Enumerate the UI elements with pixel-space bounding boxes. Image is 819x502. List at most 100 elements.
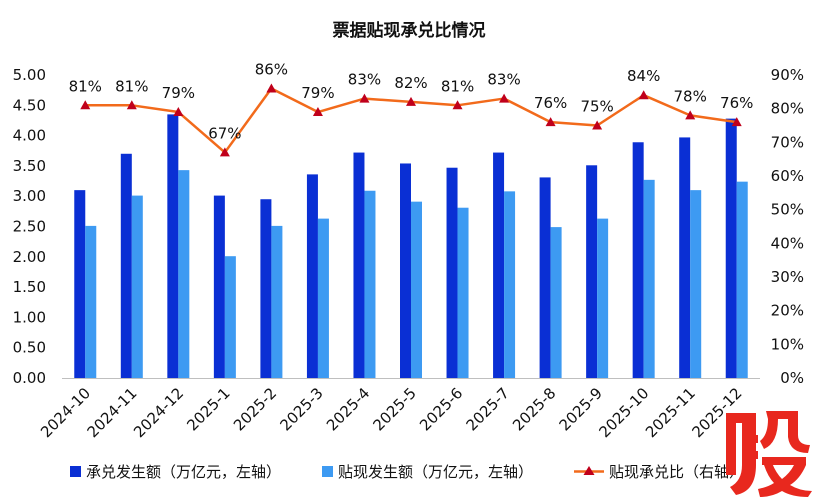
ratio-marker <box>545 117 556 127</box>
legend-marker-ratio <box>583 466 595 475</box>
right-axis-tick-label: 70% <box>771 133 804 151</box>
left-axis-tick-label: 1.00 <box>13 308 46 326</box>
bar-acceptance <box>167 114 179 378</box>
ratio-marker <box>638 90 649 100</box>
ratio-marker <box>406 96 416 106</box>
bar-discount <box>224 256 236 378</box>
ratio-marker <box>499 93 510 103</box>
ratio-data-label: 86% <box>255 60 288 78</box>
ratio-data-label: 76% <box>720 94 753 112</box>
bar-discount <box>271 225 283 378</box>
ratio-marker <box>592 120 603 130</box>
right-axis-tick-label: 30% <box>771 268 804 286</box>
bar-acceptance <box>586 165 598 378</box>
ratio-marker <box>731 117 742 127</box>
ratio-data-label: 82% <box>394 74 427 92</box>
left-axis-tick-label: 4.00 <box>13 127 46 145</box>
bar-acceptance <box>213 195 225 378</box>
ratio-data-label: 67% <box>208 124 241 142</box>
ratio-data-label: 75% <box>580 98 613 116</box>
ratio-marker <box>312 107 323 117</box>
chart-title: 票据贴现承兑比情况 <box>333 20 486 41</box>
x-axis-tick-label: 2025-10 <box>595 384 652 441</box>
bar-discount <box>411 201 422 378</box>
left-axis-tick-label: 3.00 <box>13 187 46 205</box>
ratio-marker <box>452 100 463 110</box>
left-axis-tick-label: 2.50 <box>13 218 46 236</box>
bar-discount <box>504 191 516 378</box>
legend-swatch-acceptance <box>70 466 81 477</box>
ratio-marker <box>359 93 370 103</box>
right-axis-tick-label: 90% <box>771 66 804 84</box>
bar-discount <box>317 218 329 378</box>
ratio-data-label: 79% <box>162 84 195 102</box>
x-axis-tick-label: 2024-12 <box>130 384 187 441</box>
x-axis-tick-label: 2025-5 <box>370 384 420 434</box>
ratio-data-label: 83% <box>348 71 381 89</box>
ratio-marker <box>219 147 230 157</box>
bar-discount <box>85 225 97 378</box>
ratio-marker <box>173 107 184 117</box>
x-axis-tick-label: 2024-11 <box>84 384 141 441</box>
right-axis-tick-label: 10% <box>771 335 804 353</box>
right-axis-tick-label: 20% <box>771 302 804 320</box>
ratio-data-label: 76% <box>534 94 567 112</box>
left-axis-tick-label: 2.00 <box>13 248 46 266</box>
bar-discount <box>550 227 562 378</box>
x-axis-tick-label: 2025-6 <box>416 384 466 434</box>
ratio-marker <box>126 100 137 110</box>
x-axis-tick-label: 2025-2 <box>230 384 280 434</box>
bar-acceptance <box>632 142 644 378</box>
legend-label-ratio: 贴现承兑比（右轴） <box>609 463 744 481</box>
ratio-marker <box>80 100 91 110</box>
left-axis-tick-label: 3.50 <box>13 157 46 175</box>
right-axis-tick-label: 50% <box>771 201 804 219</box>
right-axis-tick-label: 60% <box>771 167 804 185</box>
bar-discount <box>597 218 609 378</box>
bar-discount <box>457 207 469 378</box>
x-axis-tick-label: 2025-11 <box>642 384 699 441</box>
x-axis-tick-label: 2025-7 <box>463 384 513 434</box>
ratio-marker <box>266 83 277 93</box>
x-axis-tick-label: 2025-8 <box>509 384 559 434</box>
right-axis-tick-label: 40% <box>771 234 804 252</box>
ratio-data-label: 79% <box>301 84 334 102</box>
x-axis-tick-label: 2025-4 <box>323 384 373 434</box>
x-axis-tick-label: 2025-3 <box>276 384 326 434</box>
legend-swatch-discount <box>322 466 333 477</box>
bar-acceptance <box>353 152 365 378</box>
ratio-marker <box>685 110 696 120</box>
bar-acceptance <box>260 199 272 378</box>
bar-discount <box>131 195 143 378</box>
right-axis-tick-label: 0% <box>780 369 804 387</box>
ratio-data-label: 78% <box>674 87 707 105</box>
bar-discount <box>736 181 748 378</box>
bar-discount <box>690 190 702 378</box>
left-axis-tick-label: 4.50 <box>13 96 46 114</box>
bar-discount <box>364 190 376 378</box>
left-axis-tick-label: 0.50 <box>13 339 46 357</box>
ratio-data-label: 81% <box>115 77 148 95</box>
bar-acceptance <box>400 163 411 378</box>
bar-acceptance <box>493 152 505 378</box>
x-axis-tick-label: 2024-10 <box>37 384 94 441</box>
ratio-data-label: 81% <box>441 77 474 95</box>
right-axis-tick-label: 80% <box>771 100 804 118</box>
bar-discount <box>178 170 190 378</box>
bar-acceptance <box>539 177 551 378</box>
legend: 承兑发生额（万亿元，左轴） 贴现发生额（万亿元，左轴） 贴现承兑比（右轴） <box>70 463 744 481</box>
left-axis-tick-label: 0.00 <box>13 369 46 387</box>
bar-acceptance <box>725 118 737 379</box>
ratio-data-label: 83% <box>487 71 520 89</box>
x-axis-tick-label: 2025-1 <box>183 384 233 434</box>
left-axis-tick-label: 1.50 <box>13 278 46 296</box>
bar-acceptance <box>120 153 132 378</box>
ratio-data-label: 81% <box>69 77 102 95</box>
ratio-data-label: 84% <box>627 67 660 85</box>
bar-acceptance <box>74 190 86 378</box>
legend-label-discount: 贴现发生额（万亿元，左轴） <box>338 463 533 481</box>
gu-watermark-logo <box>726 411 812 497</box>
bar-acceptance <box>306 174 318 378</box>
legend-label-acceptance: 承兑发生额（万亿元，左轴） <box>86 463 281 481</box>
